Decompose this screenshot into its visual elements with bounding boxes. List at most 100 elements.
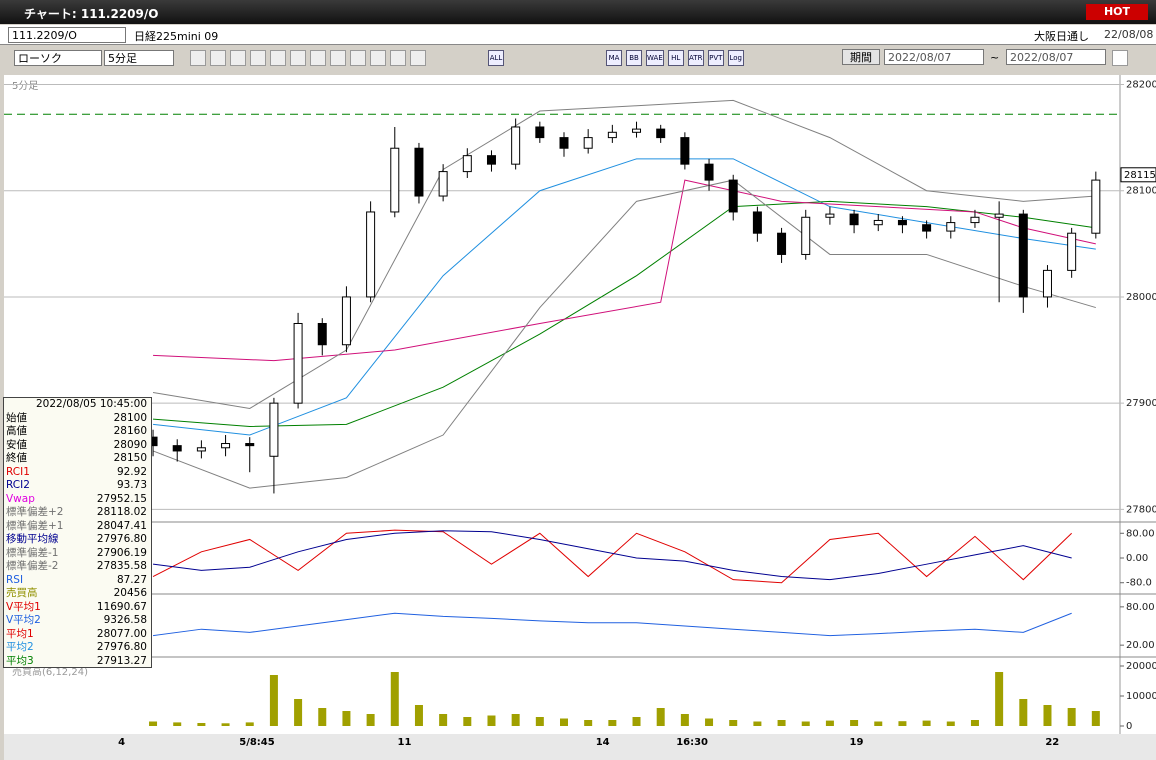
info-value: 28100 — [113, 411, 147, 424]
chart: 5分足 27800 27900 28000 28100 28200 28115 80.00 0… — [4, 75, 1156, 760]
info-value: 28118.02 — [96, 506, 147, 518]
from-date[interactable]: 2022/08/07 — [884, 49, 984, 65]
candle-body — [994, 213, 1004, 218]
volume-bar — [801, 721, 810, 726]
candle-body — [777, 232, 787, 255]
info-row: 標準偏差-2 27835.58 — [4, 560, 151, 574]
icon[interactable] — [250, 50, 266, 66]
y-tick-label: 28100 — [1126, 186, 1156, 197]
indicator-button[interactable]: MA — [606, 50, 622, 66]
x-tick-label: 5/8:45 — [239, 737, 275, 748]
indicator-buttons: ALL MA BB WAE HL ATR PVT Log — [486, 50, 746, 66]
volume-bar — [1091, 711, 1100, 726]
icon[interactable] — [210, 50, 226, 66]
symbol-select[interactable]: 111.2209/O — [8, 27, 126, 43]
candle-body — [559, 137, 569, 149]
style-select[interactable]: ローソク — [14, 50, 102, 66]
volume-bar — [1043, 705, 1052, 726]
volume-bar — [487, 715, 496, 726]
last-price-box — [1120, 167, 1156, 183]
info-label: RCI2 — [6, 479, 30, 491]
hot-badge[interactable]: HOT — [1086, 4, 1148, 20]
info-row: 平均3 27913.27 — [4, 655, 151, 669]
info-value: 27976.80 — [96, 641, 147, 653]
info-value: 9326.58 — [103, 614, 147, 626]
icon[interactable] — [350, 50, 366, 66]
volume-bar — [173, 722, 182, 726]
info-label: 平均3 — [6, 654, 34, 667]
date: 22/08/08 — [1104, 28, 1154, 41]
candle-body — [1042, 269, 1052, 298]
info-row: 移動平均線 27976.80 — [4, 533, 151, 547]
candle-body — [873, 219, 883, 226]
candle-body — [245, 443, 255, 447]
candle-body — [438, 171, 448, 197]
icon[interactable] — [410, 50, 426, 66]
indicator-button[interactable]: PVT — [707, 50, 724, 66]
volume-bar — [1019, 699, 1028, 726]
info-value: 27952.15 — [96, 492, 147, 505]
plot-background — [4, 75, 1156, 735]
icon[interactable] — [190, 50, 206, 66]
x-tick-label: 19 — [850, 737, 864, 748]
panel-label: 5分足 — [12, 80, 38, 92]
indicator-button[interactable]: Log — [727, 50, 744, 66]
candle-body — [1018, 213, 1028, 298]
to-date[interactable]: 2022/08/07 — [1006, 49, 1106, 65]
volume-label: 売買高(6,12,24) — [12, 665, 88, 678]
info-value: 93.73 — [116, 479, 147, 491]
info-label: 標準偏差+2 — [6, 506, 64, 518]
info-label: RCI1 — [6, 465, 30, 478]
icon[interactable] — [270, 50, 286, 66]
candle-body — [390, 147, 400, 213]
volume-bar — [680, 714, 689, 726]
info-label: 始値 — [6, 411, 27, 424]
indicator-button[interactable]: HL — [667, 50, 684, 66]
info-datetime: 2022/08/05 10:45:00 — [35, 398, 147, 410]
icon[interactable] — [330, 50, 346, 66]
info-label: 売買高 — [6, 587, 38, 599]
candle-body — [801, 216, 811, 255]
volume-bar — [970, 720, 979, 726]
overlay-line — [152, 158, 1096, 436]
indicator-button[interactable]: ALL — [488, 50, 504, 66]
candle-body — [656, 128, 666, 139]
candle-body — [535, 126, 545, 139]
icon[interactable] — [230, 50, 246, 66]
volume-bar — [608, 720, 617, 726]
candle-body — [341, 296, 351, 346]
info-value: 28090 — [113, 438, 147, 451]
overlay-line — [153, 200, 1096, 428]
volume-bar — [729, 720, 738, 726]
volume-bar — [342, 711, 351, 726]
volume-bar — [294, 699, 303, 726]
info-label: 終値 — [6, 452, 27, 464]
title-bar: チャート: 111.2209/O HOT — [0, 0, 1156, 24]
volume-bar — [149, 721, 158, 726]
info-row: Vwap 27952.15 — [4, 493, 151, 507]
y-tick-label: 20.00 — [1126, 640, 1155, 651]
indicator-button[interactable]: ATR — [687, 50, 704, 66]
icon[interactable] — [390, 50, 406, 66]
icon[interactable] — [290, 50, 306, 66]
icon[interactable] — [310, 50, 326, 66]
icon[interactable] — [370, 50, 386, 66]
period-select[interactable]: 5分足 — [104, 50, 174, 66]
info-row: 標準偏差+2 28118.02 — [4, 506, 151, 520]
instrument-name: 日経225mini 09 — [134, 30, 219, 43]
volume-bar — [1067, 708, 1076, 726]
candle-body — [704, 163, 714, 181]
info-row: 標準偏差+1 28047.41 — [4, 520, 151, 534]
info-panel: 2022/08/05 10:45:00 始値 28100 高値 28160 安値 2809… — [3, 397, 152, 668]
info-label: 標準偏差-1 — [6, 546, 59, 559]
info-row: 平均1 28077.00 — [4, 628, 151, 642]
info-row: 平均2 27976.80 — [4, 641, 151, 655]
indicator-button[interactable]: WAE — [646, 50, 664, 66]
volume-bar — [850, 720, 859, 726]
checkbox[interactable] — [1112, 50, 1128, 66]
indicator-button[interactable]: BB — [626, 50, 642, 66]
range-button[interactable]: 期間 — [842, 49, 880, 65]
y-tick-label: 28000 — [1126, 292, 1156, 303]
volume-bar — [414, 705, 423, 726]
